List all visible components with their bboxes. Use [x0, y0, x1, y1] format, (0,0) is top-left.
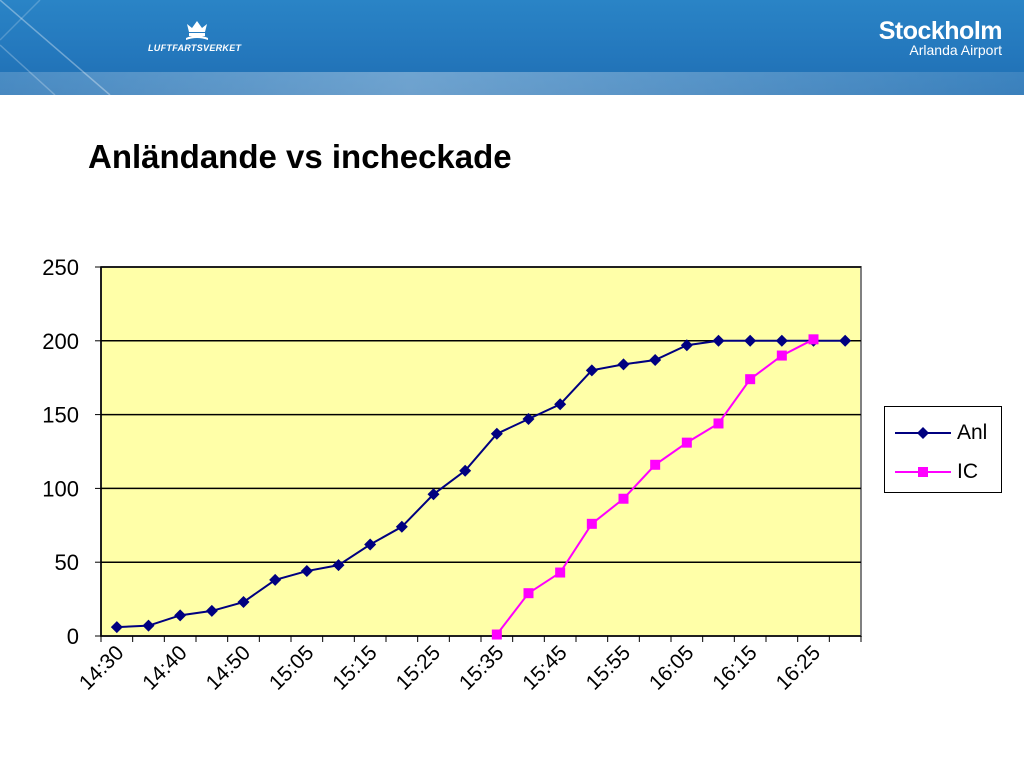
chart-legend: Anl IC [884, 406, 1002, 493]
data-point-anl [174, 609, 187, 622]
legend-item-anl: Anl [893, 421, 999, 445]
crown-icon [186, 21, 208, 40]
data-point-anl [554, 398, 567, 411]
data-point-anl [839, 334, 852, 347]
y-tick-label: 150 [42, 403, 79, 428]
y-tick-label: 100 [42, 476, 79, 501]
data-point-anl [364, 538, 377, 551]
data-point-anl [744, 334, 757, 347]
data-point-anl [490, 427, 503, 440]
y-tick-label: 50 [55, 550, 79, 575]
x-tick-label: 15:35 [455, 641, 508, 694]
header-strip [0, 72, 1024, 95]
data-point-ic [808, 334, 819, 345]
data-point-ic [681, 437, 692, 448]
data-point-anl [142, 619, 155, 632]
data-point-ic [650, 459, 661, 470]
slide-title: Anländande vs incheckade [88, 138, 512, 175]
data-point-ic [745, 374, 756, 385]
x-tick-label: 16:15 [708, 641, 761, 694]
data-point-anl [459, 464, 472, 477]
data-point-anl [712, 334, 725, 347]
data-point-ic [713, 418, 724, 429]
data-point-anl [775, 334, 788, 347]
data-point-anl [395, 520, 408, 533]
data-point-ic [491, 629, 502, 640]
luftfartsverket-text: LUFTFARTSVERKET [148, 43, 242, 53]
data-point-anl [585, 364, 598, 377]
logo-subtitle: Arlanda Airport [909, 42, 1002, 58]
header-decoration [0, 0, 111, 95]
data-point-ic [776, 350, 787, 361]
legend-item-ic: IC [893, 460, 999, 484]
data-point-anl [680, 339, 693, 352]
y-tick-label: 250 [42, 255, 79, 280]
data-point-ic [586, 518, 597, 529]
data-point-ic [555, 567, 566, 578]
x-tick-label: 15:25 [392, 641, 445, 694]
data-point-anl [427, 488, 440, 501]
data-point-anl [649, 353, 662, 366]
data-point-anl [205, 604, 218, 617]
x-tick-label: 16:25 [772, 641, 825, 694]
x-tick-label: 15:55 [582, 641, 635, 694]
legend-marker-ic [895, 467, 951, 477]
y-tick-label: 200 [42, 329, 79, 354]
data-point-anl [300, 565, 313, 578]
legend-label-anl: Anl [957, 421, 988, 444]
data-point-ic [618, 493, 629, 504]
legend-label-ic: IC [957, 460, 978, 483]
x-tick-label: 15:05 [265, 641, 318, 694]
x-tick-label: 14:30 [75, 641, 128, 694]
x-tick-label: 14:40 [138, 641, 191, 694]
luftfartsverket-logo: LUFTFARTSVERKET [148, 16, 244, 60]
data-point-anl [237, 596, 250, 609]
logo-name: Stockholm [878, 17, 1003, 45]
legend-marker-anl [895, 427, 951, 439]
x-tick-label: 15:45 [518, 641, 571, 694]
data-point-anl [110, 621, 123, 634]
data-point-anl [332, 559, 345, 572]
header-banner: LUFTFARTSVERKET Stockholm Arlanda Airpor… [0, 0, 1024, 95]
stockholm-arlanda-logo: Stockholm Arlanda Airport [878, 17, 1003, 58]
data-point-anl [617, 358, 630, 371]
data-point-ic [523, 588, 534, 599]
x-tick-label: 15:15 [328, 641, 381, 694]
data-point-anl [269, 573, 282, 586]
data-point-anl [522, 413, 535, 426]
x-tick-label: 16:05 [645, 641, 698, 694]
x-tick-label: 14:50 [202, 641, 255, 694]
y-tick-label: 0 [67, 624, 79, 649]
